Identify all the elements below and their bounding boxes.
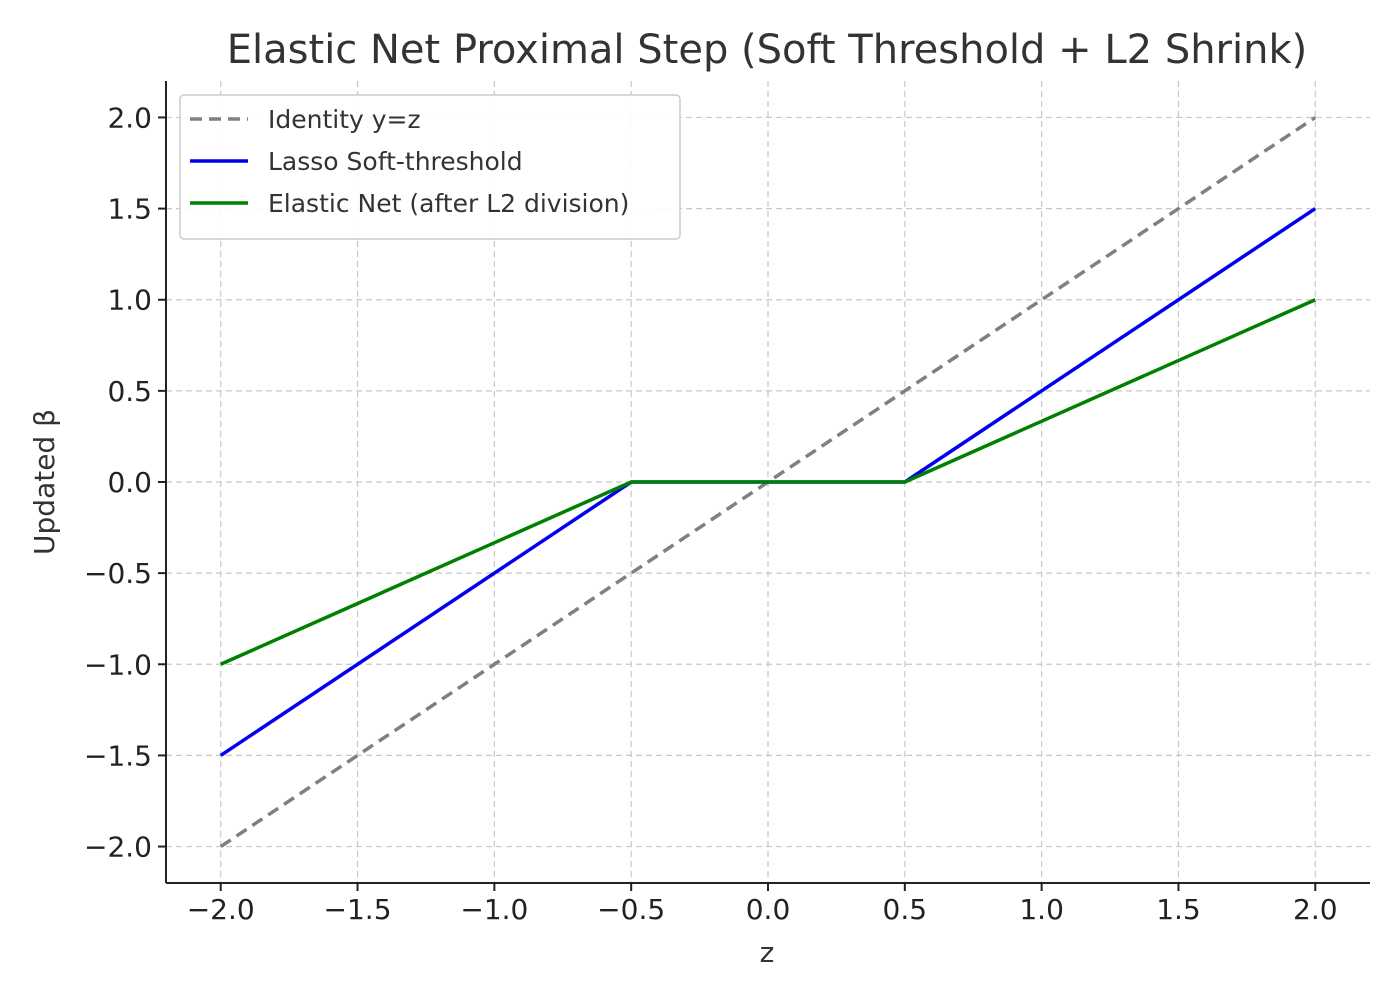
legend: Identity y=z Lasso Soft-threshold Elastic … (179, 94, 681, 240)
ticks-layer: −2.0 −1.5 −1.0 −0.5 0.0 0.5 1.0 1.5 2.0 −2.0 −1.5 −… (84, 101, 1338, 926)
grid-layer (166, 81, 1370, 883)
y-tick-label-7: 1.5 (107, 193, 152, 226)
legend-box (179, 94, 681, 240)
x-axis-label: z (760, 936, 775, 969)
y-tick-label-5: 0.5 (107, 375, 152, 408)
y-tick-label-4: 0.0 (107, 466, 152, 499)
legend-label-0: Identity y=z (268, 105, 421, 134)
legend-label-2: Elastic Net (after L2 division) (268, 189, 629, 218)
series-line-2 (220, 298, 1316, 666)
chart-title: Elastic Net Proximal Step (Soft Threshol… (227, 27, 1307, 73)
x-tick-label-7: 1.5 (1156, 893, 1201, 926)
x-tick-label-3: −0.5 (597, 893, 665, 926)
x-tick-label-0: −2.0 (187, 893, 255, 926)
x-tick-label-1: −1.5 (324, 893, 392, 926)
y-tick-label-8: 2.0 (107, 101, 152, 134)
y-axis-label: Updated β (28, 409, 61, 555)
x-tick-label-5: 0.5 (883, 893, 928, 926)
y-tick-label-6: 1.0 (107, 284, 152, 317)
y-tick-label-3: −0.5 (84, 557, 152, 590)
series-layer (219, 115, 1317, 849)
y-tick-label-1: −1.5 (84, 739, 152, 772)
x-tick-label-6: 1.0 (1019, 893, 1064, 926)
y-tick-label-2: −1.0 (84, 648, 152, 681)
legend-label-1: Lasso Soft-threshold (268, 147, 523, 176)
x-tick-label-8: 2.0 (1293, 893, 1338, 926)
x-tick-label-2: −1.0 (460, 893, 528, 926)
x-tick-label-4: 0.0 (746, 893, 791, 926)
y-tick-label-0: −2.0 (84, 831, 152, 864)
